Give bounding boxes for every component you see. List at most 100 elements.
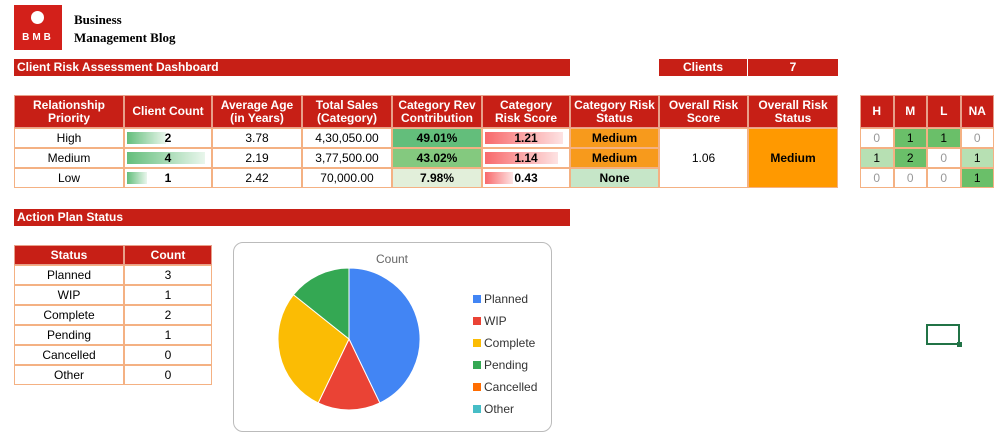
legend-label: Complete	[484, 336, 536, 350]
pie-slice	[277, 294, 350, 404]
level-header-text: H	[872, 104, 882, 118]
column-header: Client Count	[124, 95, 212, 128]
level-cell: 0	[860, 128, 894, 148]
level-cell: 1	[960, 168, 994, 188]
legend-label: Pending	[484, 358, 528, 372]
level-cell-text: 0	[973, 130, 981, 145]
chart-box: Count Planned WIP Complete Pending Cancelled O…	[233, 242, 552, 432]
status-name-text: WIP	[57, 287, 81, 302]
data-bar	[127, 172, 147, 184]
level-cell: 2	[893, 148, 927, 168]
legend-swatch	[473, 361, 481, 369]
status-name-text: Cancelled	[42, 347, 96, 362]
pie-slice	[348, 267, 421, 404]
column-header-text: Client Count	[132, 104, 204, 118]
status-count: 0	[124, 345, 212, 365]
column-header: Overall Risk Score	[659, 95, 748, 128]
status-count-text: 0	[164, 367, 172, 382]
status-cell: None	[570, 168, 659, 188]
column-header: Category Risk Score	[482, 95, 570, 128]
level-cell: 0	[927, 168, 961, 188]
status-name: Pending	[14, 325, 124, 345]
logo-icon	[31, 11, 44, 24]
rev-cell: 7.98%	[392, 168, 482, 188]
level-cell-text: 1	[873, 150, 881, 165]
legend-swatch	[473, 295, 481, 303]
legend-swatch	[473, 383, 481, 391]
data-bar	[127, 152, 205, 164]
column-header: Total Sales (Category)	[302, 95, 392, 128]
sales-cell-text: 70,000.00	[320, 170, 374, 185]
column-header: Relationship Priority	[14, 95, 124, 128]
rev-cell: 49.01%	[392, 128, 482, 148]
clients-label-text: Clients	[682, 60, 723, 74]
status-cell-text: Medium	[591, 150, 638, 165]
level-header: M	[893, 95, 927, 128]
overall-score: 1.06	[659, 128, 748, 188]
status-count: 0	[124, 365, 212, 385]
score-cell: 1.21	[482, 128, 570, 148]
score-cell-text: 0.43	[514, 170, 538, 185]
fill-handle	[957, 342, 962, 347]
data-bar	[485, 152, 559, 164]
column-header-text: Overall Risk Status	[758, 97, 828, 125]
overall-status: Medium	[748, 128, 838, 188]
rev-cell: 43.02%	[392, 148, 482, 168]
level-cell: 1	[860, 148, 894, 168]
age-cell: 3.78	[212, 128, 302, 148]
status-count-text: 0	[164, 347, 172, 362]
column-header-text: Relationship Priority	[32, 97, 105, 125]
priority-cell: Medium	[14, 148, 124, 168]
column-header: Average Age (in Years)	[212, 95, 302, 128]
status-cell: Medium	[570, 148, 659, 168]
status-name-text: Other	[53, 367, 84, 382]
level-cell: 1	[893, 128, 927, 148]
data-bar	[485, 132, 563, 144]
status-count-text: 3	[164, 267, 172, 282]
legend-swatch	[473, 317, 481, 325]
pie-chart: Count Planned WIP Complete Pending Cancelled O…	[277, 252, 537, 416]
status-name: WIP	[14, 285, 124, 305]
priority-cell: Low	[14, 168, 124, 188]
status-count: 3	[124, 265, 212, 285]
overall-score-text: 1.06	[691, 150, 716, 165]
age-cell: 2.19	[212, 148, 302, 168]
legend-label: WIP	[484, 314, 507, 328]
score-cell-text: 1.21	[514, 130, 538, 145]
selected-cell[interactable]	[926, 324, 962, 347]
level-cell-text: 0	[873, 130, 881, 145]
clients-value-text: 7	[789, 60, 797, 74]
section-title: Client Risk Assessment Dashboard	[14, 59, 570, 76]
status-cell-text: None	[599, 170, 630, 185]
legend-swatch	[473, 405, 481, 413]
rev-cell-text: 7.98%	[419, 170, 455, 185]
brand-name: Business	[74, 12, 122, 27]
age-cell-text: 2.19	[245, 150, 269, 165]
column-header-text: Category Risk Score	[494, 97, 558, 125]
level-cell-text: 0	[940, 170, 948, 185]
legend-swatch	[473, 339, 481, 347]
brand-name: Management Blog	[74, 30, 176, 45]
clients-label: Clients	[659, 59, 748, 76]
level-cell-text: 0	[873, 170, 881, 185]
column-header-text: Average Age (in Years)	[220, 97, 294, 125]
level-header-text: L	[940, 104, 948, 118]
level-cell-text: 2	[906, 150, 914, 165]
age-cell: 2.42	[212, 168, 302, 188]
level-cell-text: 0	[940, 150, 948, 165]
data-bar	[127, 132, 166, 144]
rev-cell-text: 49.01%	[416, 130, 458, 145]
count-cell: 4	[124, 148, 212, 168]
column-header-text: Total Sales (Category)	[315, 97, 379, 125]
status-count: 1	[124, 325, 212, 345]
column-header-text: Category Rev Contribution	[398, 97, 476, 125]
age-cell-text: 3.78	[245, 130, 269, 145]
priority-cell: High	[14, 128, 124, 148]
clients-value: 7	[748, 59, 838, 76]
section-title-text: Client Risk Assessment Dashboard	[17, 60, 219, 74]
status-count: 2	[124, 305, 212, 325]
count-cell: 2	[124, 128, 212, 148]
count-cell-text: 1	[164, 170, 172, 185]
score-cell: 1.14	[482, 148, 570, 168]
